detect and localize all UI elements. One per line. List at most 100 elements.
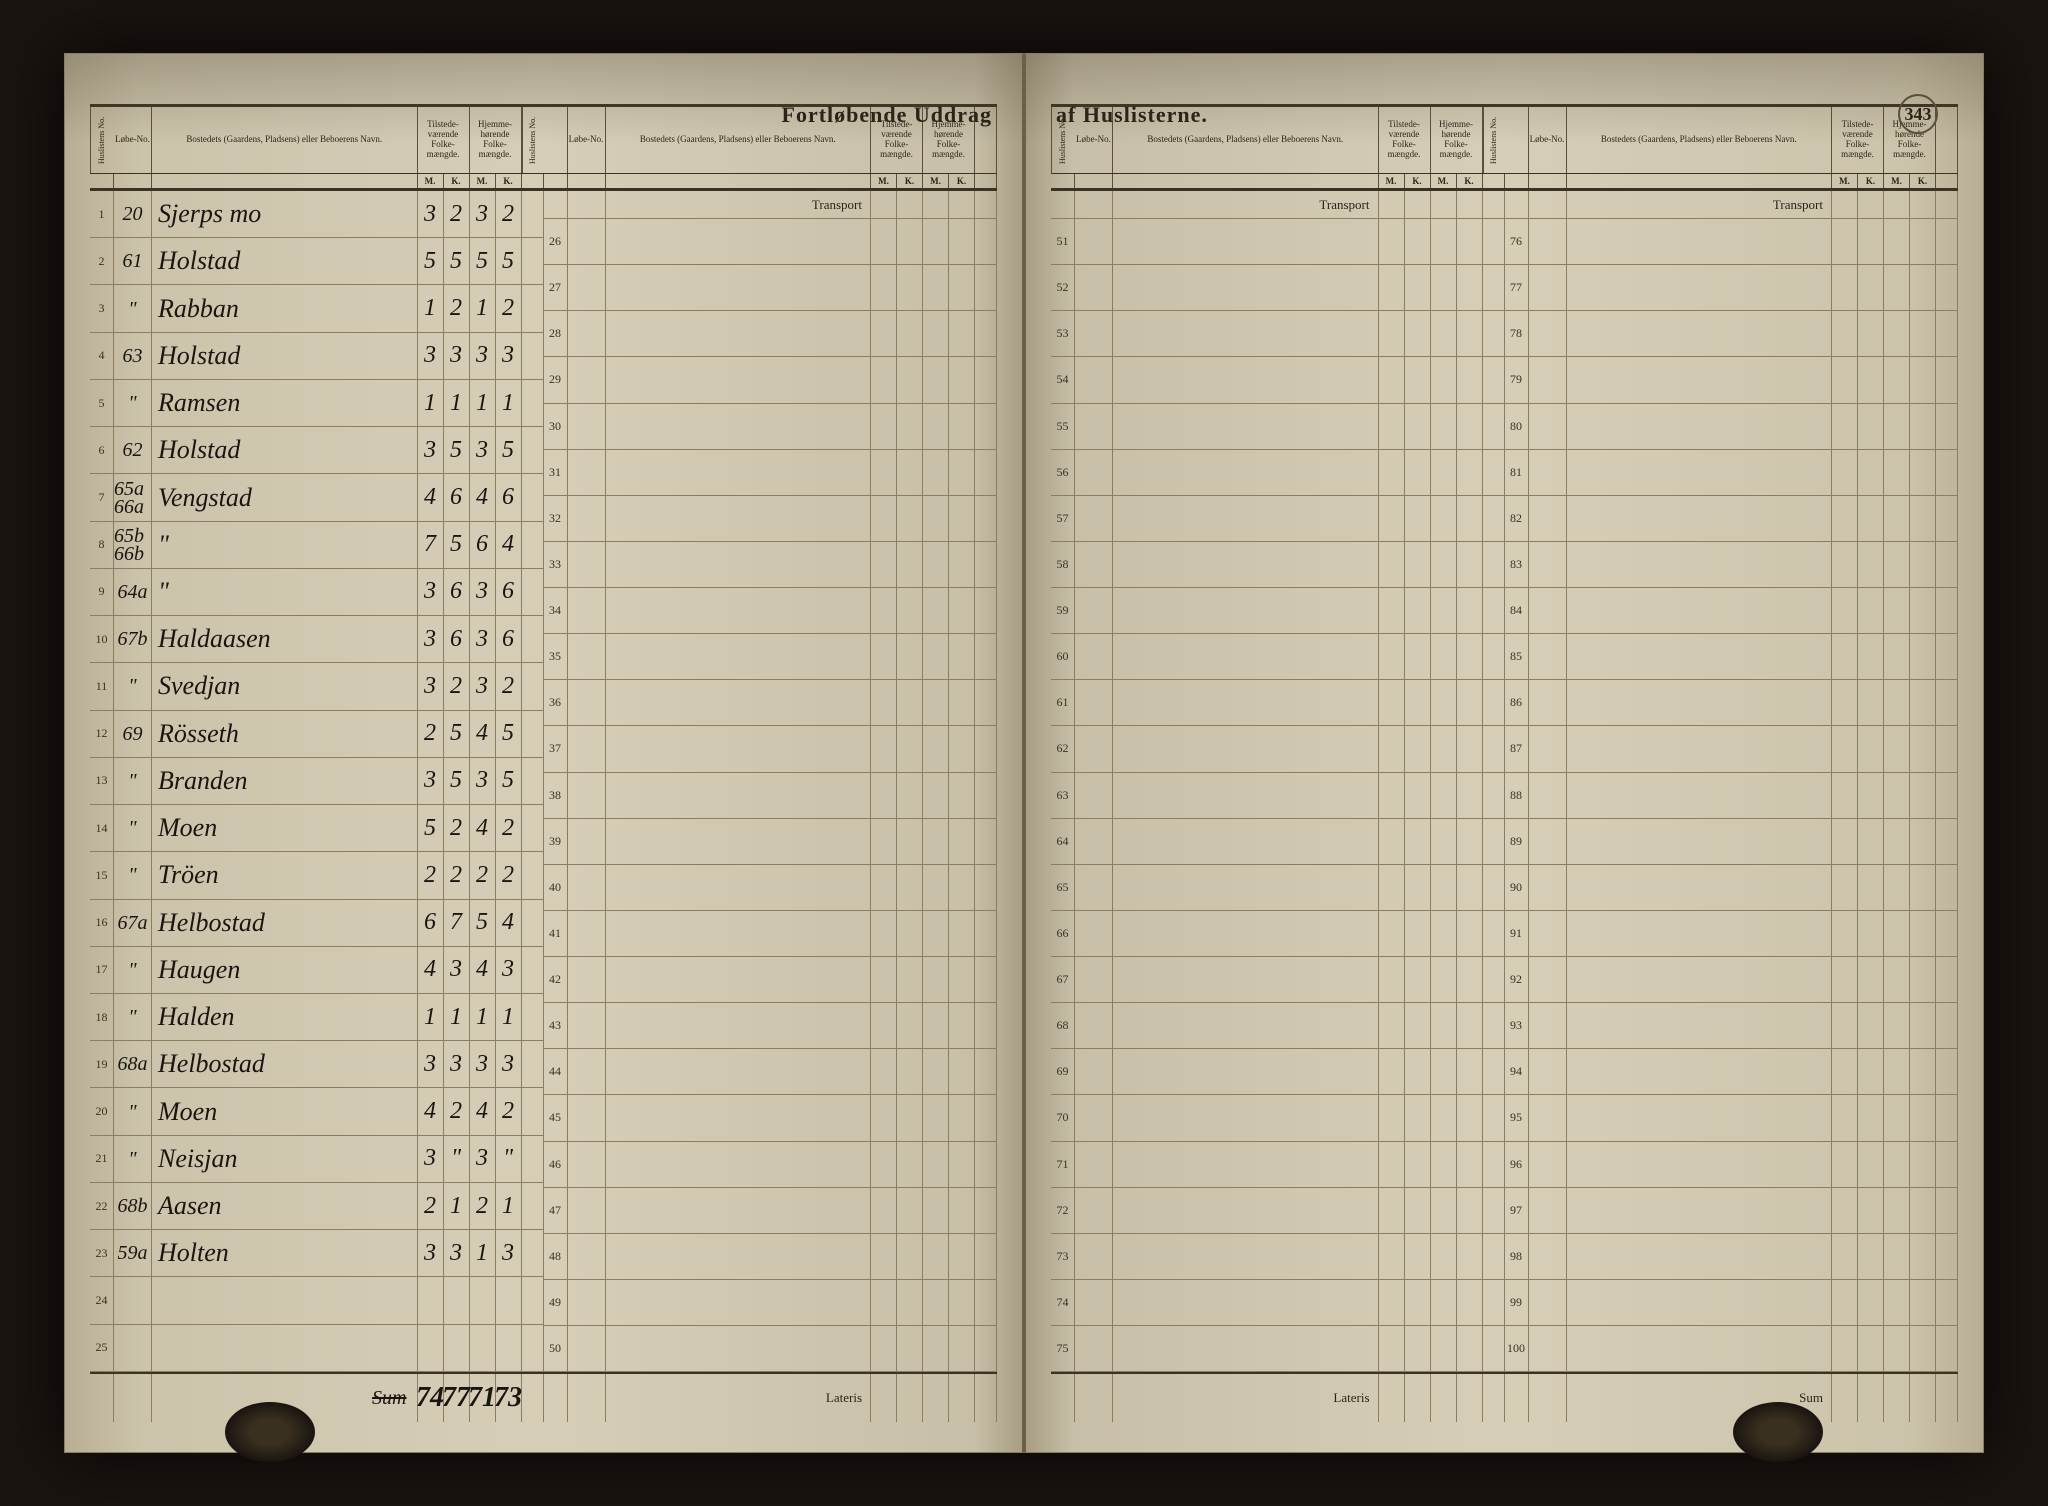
- hjemme-k: [496, 1325, 522, 1371]
- table-row: 5 " Ramsen 1 1 1 1: [90, 380, 544, 427]
- table-row: 37: [544, 726, 998, 772]
- hjemme-m: 4: [470, 711, 496, 757]
- hjemme-k: 3: [496, 1230, 522, 1276]
- table-row: 51: [1051, 219, 1505, 265]
- table-row: 3 " Rabban 1 2 1 2: [90, 285, 544, 332]
- hjemme-k: 1: [496, 380, 522, 426]
- tilstede-m: [418, 1325, 444, 1371]
- title-right: af Huslisterne.: [1056, 102, 1208, 128]
- lobe-no: 65b 66b: [114, 522, 152, 568]
- table-row: 27: [544, 265, 998, 311]
- hjemme-k: 2: [496, 191, 522, 237]
- table-row: 35: [544, 634, 998, 680]
- lateris-row: Lateris: [544, 1372, 998, 1422]
- table-row: 85: [1505, 634, 1959, 680]
- row-num: 45: [544, 1095, 568, 1140]
- table-row: 56: [1051, 450, 1505, 496]
- table-row: 57: [1051, 496, 1505, 542]
- hjemme-m: [470, 1325, 496, 1371]
- tilstede-m: 4: [418, 1088, 444, 1134]
- hjemme-k: 4: [496, 900, 522, 946]
- hjemme-m: 5: [470, 900, 496, 946]
- row-num: 85: [1505, 634, 1529, 679]
- hjemme-m: 3: [470, 333, 496, 379]
- bosted-name: Moen: [152, 805, 418, 851]
- bosted-name: Aasen: [152, 1183, 418, 1229]
- sum-m2: 71: [470, 1374, 496, 1422]
- tilstede-m: 3: [418, 427, 444, 473]
- row-num: 3: [90, 285, 114, 331]
- header-bosted: Bostedets (Gaardens, Pladsens) eller Beb…: [152, 107, 418, 173]
- lobe-no: 20: [114, 191, 152, 237]
- header-row: Huslistens No. Løbe-No. Bostedets (Gaard…: [90, 104, 544, 174]
- row-num: 84: [1505, 588, 1529, 633]
- table-row: 55: [1051, 404, 1505, 450]
- hjemme-k: 3: [496, 947, 522, 993]
- table-row: 68: [1051, 1003, 1505, 1049]
- hjemme-m: 2: [470, 852, 496, 898]
- bosted-name: ": [152, 569, 418, 615]
- bosted-name: Haldaasen: [152, 616, 418, 662]
- table-row: 32: [544, 496, 998, 542]
- hjemme-m: 3: [470, 616, 496, 662]
- row-num: 65: [1051, 865, 1075, 910]
- row-num: 68: [1051, 1003, 1075, 1048]
- header-row: Løbe-No. Bostedets (Gaardens, Pladsens) …: [1505, 104, 1959, 174]
- tilstede-m: 1: [418, 380, 444, 426]
- row-num: 18: [90, 994, 114, 1040]
- transport-row: Transport: [1051, 191, 1505, 219]
- table-row: 94: [1505, 1049, 1959, 1095]
- table-row: 90: [1505, 865, 1959, 911]
- tilstede-m: 4: [418, 947, 444, 993]
- row-num: 82: [1505, 496, 1529, 541]
- table-row: 45: [544, 1095, 998, 1141]
- row-num: 73: [1051, 1234, 1075, 1279]
- row-num: 52: [1051, 265, 1075, 310]
- lobe-no: 65a 66a: [114, 474, 152, 520]
- table-row: 83: [1505, 542, 1959, 588]
- row-num: 97: [1505, 1188, 1529, 1233]
- subheader-row: M. K. M. K.: [1051, 174, 1505, 191]
- hjemme-k: ": [496, 1136, 522, 1182]
- bosted-name: Helbostad: [152, 900, 418, 946]
- tilstede-m: 4: [418, 474, 444, 520]
- table-row: 80: [1505, 404, 1959, 450]
- tilstede-k: 2: [444, 852, 470, 898]
- row-num: 98: [1505, 1234, 1529, 1279]
- bosted-name: [152, 1325, 418, 1371]
- table-row: 17 " Haugen 4 3 4 3: [90, 947, 544, 994]
- table-row: 98: [1505, 1234, 1959, 1280]
- table-row: 52: [1051, 265, 1505, 311]
- tilstede-k: 6: [444, 616, 470, 662]
- row-num: 51: [1051, 219, 1075, 264]
- table-row: 22 68b Aasen 2 1 2 1: [90, 1183, 544, 1230]
- table-row: 46: [544, 1142, 998, 1188]
- lobe-no: ": [114, 1088, 152, 1134]
- table-row: 81: [1505, 450, 1959, 496]
- table-row: 92: [1505, 957, 1959, 1003]
- row-num: 78: [1505, 311, 1529, 356]
- hjemme-k: 2: [496, 852, 522, 898]
- table-row: 14 " Moen 5 2 4 2: [90, 805, 544, 852]
- row-num: 43: [544, 1003, 568, 1048]
- table-row: 23 59a Holten 3 3 1 3: [90, 1230, 544, 1277]
- tilstede-m: 5: [418, 238, 444, 284]
- bosted-name: Tröen: [152, 852, 418, 898]
- row-num: 31: [544, 450, 568, 495]
- sum-k1: 77: [444, 1374, 470, 1422]
- row-num: 32: [544, 496, 568, 541]
- row-num: 36: [544, 680, 568, 725]
- hjemme-m: 4: [470, 474, 496, 520]
- hjemme-k: 1: [496, 994, 522, 1040]
- hjemme-m: 3: [470, 1136, 496, 1182]
- row-num: 56: [1051, 450, 1075, 495]
- lobe-no: 61: [114, 238, 152, 284]
- bosted-name: Holstad: [152, 427, 418, 473]
- bosted-name: Moen: [152, 1088, 418, 1134]
- table-row: 73: [1051, 1234, 1505, 1280]
- bosted-name: Rösseth: [152, 711, 418, 757]
- bosted-name: Svedjan: [152, 663, 418, 709]
- table-row: 39: [544, 819, 998, 865]
- row-num: 88: [1505, 773, 1529, 818]
- row-num: 91: [1505, 911, 1529, 956]
